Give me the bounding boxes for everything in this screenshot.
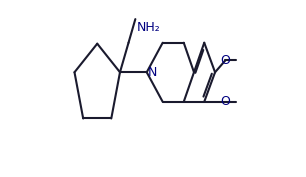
Text: O: O bbox=[220, 95, 230, 108]
Text: N: N bbox=[147, 66, 157, 79]
Text: O: O bbox=[220, 54, 230, 67]
Text: NH₂: NH₂ bbox=[137, 21, 161, 34]
